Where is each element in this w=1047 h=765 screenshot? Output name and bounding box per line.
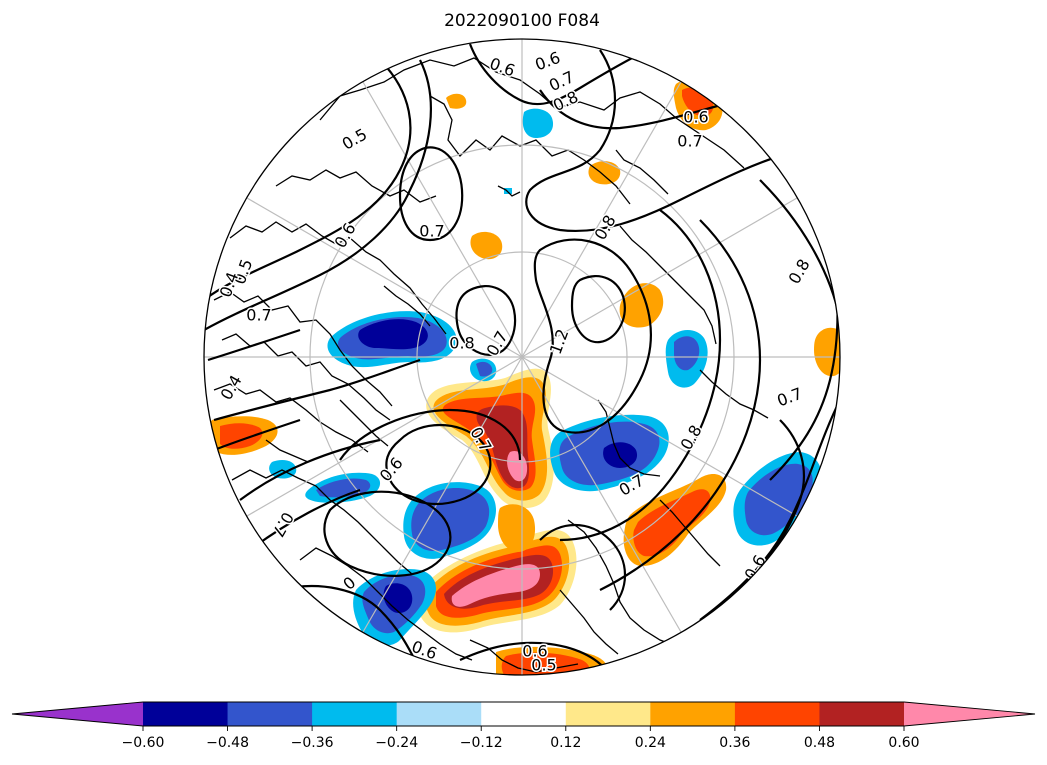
colorbar-bin bbox=[396, 702, 482, 726]
positive-anomaly-region bbox=[588, 161, 621, 185]
colorbar-bin bbox=[650, 702, 736, 726]
positive-anomaly-region bbox=[633, 489, 711, 557]
colorbar-under-arrow bbox=[12, 702, 143, 726]
contour-label: 0.7 bbox=[677, 132, 702, 151]
colorbar-bin bbox=[734, 702, 820, 726]
negative-anomaly-region bbox=[476, 361, 493, 377]
negative-anomaly-region bbox=[674, 336, 700, 371]
colorbar-bin bbox=[312, 702, 398, 726]
contour-label: 0.8 bbox=[449, 334, 474, 353]
colorbar-tick-label: 0.36 bbox=[719, 735, 750, 751]
negative-anomaly-region bbox=[744, 463, 813, 536]
colorbar-tick-label: 0.60 bbox=[888, 735, 919, 751]
contour-label: 0.6 bbox=[522, 642, 547, 661]
colorbar-bin bbox=[143, 702, 229, 726]
colorbar-bin bbox=[481, 702, 567, 726]
colorbar-bin bbox=[227, 702, 313, 726]
contour-label: 0.7 bbox=[246, 306, 271, 325]
positive-anomaly-region bbox=[446, 93, 467, 109]
contour-label: 0.7 bbox=[419, 222, 444, 241]
colorbar-tick-label: −0.36 bbox=[291, 735, 334, 751]
negative-anomaly-region bbox=[603, 442, 638, 468]
colorbar-tick-label: −0.48 bbox=[206, 735, 249, 751]
positive-anomaly-region bbox=[220, 423, 263, 449]
colorbar-bin bbox=[565, 702, 651, 726]
negative-anomaly-region bbox=[358, 319, 428, 350]
figure-title: 2022090100 F084 bbox=[444, 11, 600, 31]
positive-anomaly-region bbox=[470, 231, 503, 260]
colorbar-bin bbox=[819, 702, 905, 726]
positive-anomaly-region bbox=[451, 564, 540, 607]
contour-label: 0.5 bbox=[531, 656, 556, 675]
colorbar-tick-label: 0.48 bbox=[804, 735, 835, 751]
polar-map: 0.6 0.60.70.80.50.70.60.50.40.70.40.60.70… bbox=[203, 38, 841, 676]
contour-lines bbox=[204, 43, 840, 675]
negative-anomaly-region bbox=[316, 478, 371, 498]
colorbar-tick-label: −0.12 bbox=[460, 735, 503, 751]
colorbar-tick-label: −0.24 bbox=[375, 735, 418, 751]
colorbar-ticks: −0.60 −0.48 −0.36 −0.24 −0.12 0.12 0.24 0.36 0.4… bbox=[122, 726, 920, 751]
colorbar-tick-label: 0.12 bbox=[550, 735, 581, 751]
colorbar: −0.60 −0.48 −0.36 −0.24 −0.12 0.12 0.24 0.36 0.4… bbox=[11, 701, 1036, 751]
colorbar-tick-label: 0.24 bbox=[635, 735, 666, 751]
colorbar-bins bbox=[143, 702, 905, 726]
colorbar-over-arrow bbox=[904, 702, 1035, 726]
negative-anomaly-region bbox=[522, 108, 554, 138]
map-boundary bbox=[203, 38, 841, 676]
positive-anomaly-region bbox=[498, 504, 536, 552]
graticule bbox=[204, 39, 840, 675]
colorbar-tick-label: −0.60 bbox=[122, 735, 165, 751]
coastlines bbox=[213, 57, 769, 673]
contour-label: 0.6 bbox=[683, 108, 708, 127]
shaded-anomaly-field bbox=[207, 80, 840, 675]
